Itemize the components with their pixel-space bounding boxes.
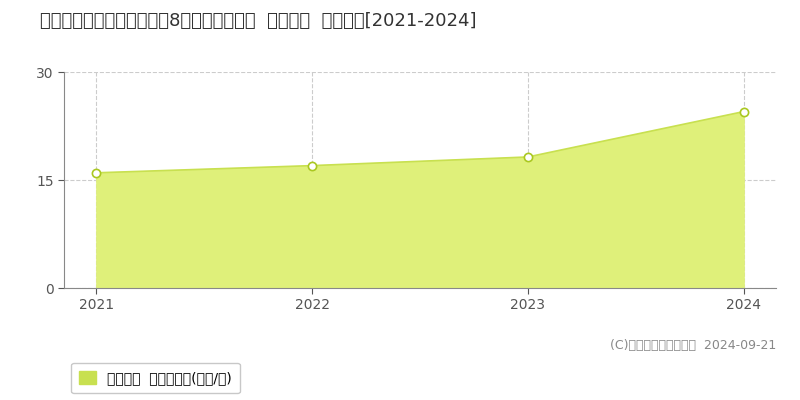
Text: 宮城県黒川郡大和町杜の乙8２丁目２０番６  基準地価  地価推移[2021-2024]: 宮城県黒川郡大和町杜の乙8２丁目２０番６ 基準地価 地価推移[2021-2024… [40, 12, 477, 30]
Legend: 基準地価  平均坤単価(万円/坤): 基準地価 平均坤単価(万円/坤) [71, 363, 240, 393]
Point [522, 154, 534, 160]
Text: (C)土地価格ドットコム  2024-09-21: (C)土地価格ドットコム 2024-09-21 [610, 339, 776, 352]
Point [90, 170, 102, 176]
Point [306, 162, 318, 169]
Point [738, 108, 750, 115]
